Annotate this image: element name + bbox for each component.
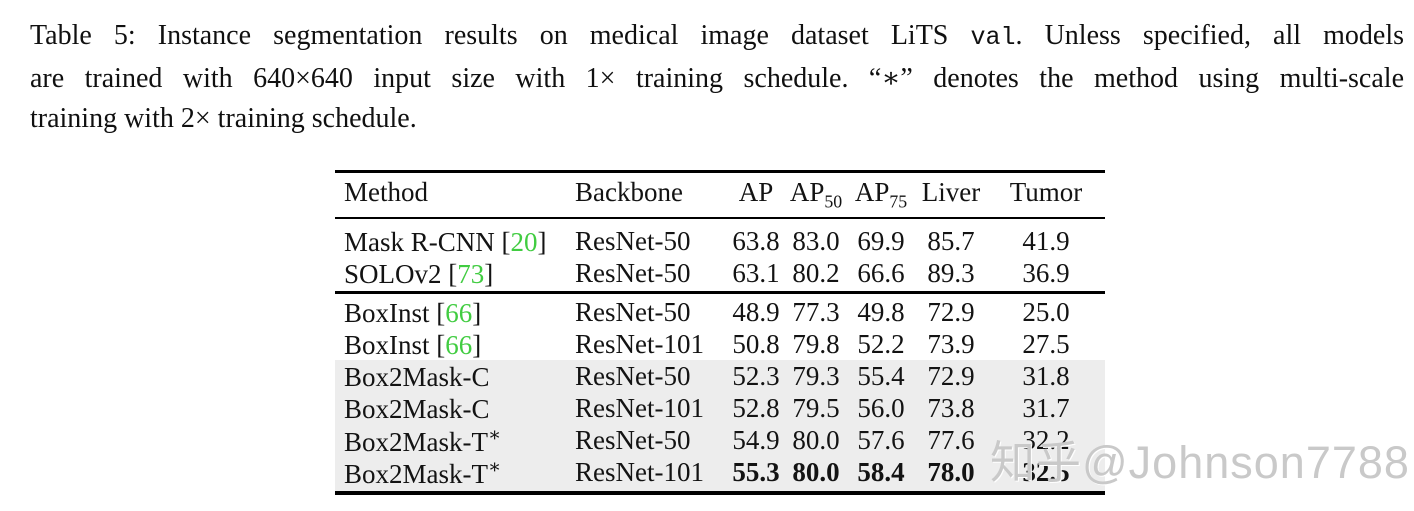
caption-code-val: val — [970, 23, 1016, 52]
cell-tumor: 27.5 — [1022, 328, 1070, 359]
cell-ap: 48.9 — [732, 296, 780, 327]
cell-ap75: 66.6 — [857, 257, 905, 288]
cell-ap50: 80.2 — [792, 257, 840, 288]
cell-ap50: 79.8 — [792, 328, 840, 359]
cell-ap: 54.9 — [732, 424, 780, 455]
cell-ap75: 55.4 — [857, 360, 905, 391]
cell-ap50: 77.3 — [792, 296, 840, 327]
cell-backbone: ResNet-50 — [575, 225, 691, 256]
cell-tumor: 25.0 — [1022, 296, 1070, 327]
caption-line-3: training with 2× training schedule. — [30, 103, 417, 134]
table-group-rule — [335, 291, 1105, 294]
col-header-ap: AP — [738, 177, 774, 208]
cell-backbone: ResNet-101 — [575, 456, 704, 487]
table-caption: Table 5: Instance segmentation results o… — [30, 16, 1404, 140]
cell-ap50: 83.0 — [792, 225, 840, 256]
cell-backbone: ResNet-50 — [575, 296, 691, 327]
col-header-ap50: AP50 — [789, 177, 843, 212]
cell-liver: 77.6 — [927, 424, 975, 455]
cell-tumor: 36.9 — [1022, 257, 1070, 288]
table-row-solov2: SOLOv2 [73] ResNet-50 63.1 80.2 66.6 89.… — [335, 257, 1105, 289]
caption-line-1: Table 5: Instance segmentation results o… — [30, 16, 1404, 59]
cell-backbone: ResNet-50 — [575, 360, 691, 391]
cell-ap: 63.8 — [732, 225, 780, 256]
cell-backbone: ResNet-101 — [575, 328, 704, 359]
cell-ap: 50.8 — [732, 328, 780, 359]
cell-ap50: 80.0 — [792, 456, 840, 487]
table-header-rule — [335, 217, 1105, 219]
cell-liver: 72.9 — [927, 360, 975, 391]
results-table: Method Backbone AP AP50 AP75 Liver Tumor… — [335, 170, 1105, 495]
citation-link[interactable]: 73 — [457, 258, 485, 289]
caption-line-2: are trained with 640×640 input size with… — [30, 62, 1404, 94]
cell-ap75: 52.2 — [857, 328, 905, 359]
cell-backbone: ResNet-50 — [575, 424, 691, 455]
cell-method: Box2Mask-C — [344, 361, 490, 392]
cell-method: Box2Mask-T∗ — [344, 424, 502, 457]
cell-liver: 85.7 — [927, 225, 975, 256]
table-row-mask-rcnn: Mask R-CNN [20] ResNet-50 63.8 83.0 69.9… — [335, 225, 1105, 257]
cell-method: Box2Mask-C — [344, 393, 490, 424]
table-row-box2mask-c-r50: Box2Mask-C ResNet-50 52.3 79.3 55.4 72.9… — [335, 360, 1105, 392]
cell-ap: 52.8 — [732, 392, 780, 423]
col-header-tumor: Tumor — [1009, 177, 1083, 208]
table-header-row: Method Backbone AP AP50 AP75 Liver Tumor — [335, 173, 1105, 217]
cell-liver: 73.9 — [927, 328, 975, 359]
table-row-box2mask-c-r101: Box2Mask-C ResNet-101 52.8 79.5 56.0 73.… — [335, 392, 1105, 424]
cell-tumor: 31.8 — [1022, 360, 1070, 391]
multiscale-asterisk: ∗ — [488, 424, 502, 446]
cell-method: Mask R-CNN [20] — [344, 226, 547, 257]
table-bottom-rule — [335, 491, 1105, 495]
cell-method: Box2Mask-T∗ — [344, 456, 502, 489]
col-header-ap75: AP75 — [854, 177, 908, 212]
multiscale-asterisk: ∗ — [488, 456, 502, 478]
cell-tumor: 41.9 — [1022, 225, 1070, 256]
cell-tumor: 32.2 — [1022, 424, 1070, 455]
citation-link[interactable]: 66 — [445, 297, 473, 328]
cell-ap: 63.1 — [732, 257, 780, 288]
col-header-backbone: Backbone — [575, 177, 683, 208]
cell-ap50: 79.5 — [792, 392, 840, 423]
cell-ap75: 69.9 — [857, 225, 905, 256]
cell-method: SOLOv2 [73] — [344, 258, 494, 289]
table-row-box2mask-t-r50: Box2Mask-T∗ ResNet-50 54.9 80.0 57.6 77.… — [335, 424, 1105, 457]
caption-text: . Unless specified, all models — [1015, 20, 1405, 51]
cell-ap75: 57.6 — [857, 424, 905, 455]
cell-method: BoxInst [66] — [344, 297, 482, 328]
cell-liver: 89.3 — [927, 257, 975, 288]
cell-liver: 78.0 — [927, 456, 975, 487]
cell-tumor: 32.5 — [1022, 456, 1070, 487]
table-row-boxinst-r50: BoxInst [66] ResNet-50 48.9 77.3 49.8 72… — [335, 296, 1105, 328]
cell-tumor: 31.7 — [1022, 392, 1070, 423]
col-header-liver: Liver — [921, 177, 981, 208]
cell-backbone: ResNet-101 — [575, 392, 704, 423]
table-row-boxinst-r101: BoxInst [66] ResNet-101 50.8 79.8 52.2 7… — [335, 328, 1105, 360]
citation-link[interactable]: 66 — [445, 329, 473, 360]
cell-backbone: ResNet-50 — [575, 257, 691, 288]
cell-ap50: 80.0 — [792, 424, 840, 455]
cell-ap75: 49.8 — [857, 296, 905, 327]
cell-ap75: 58.4 — [857, 456, 905, 487]
cell-liver: 72.9 — [927, 296, 975, 327]
table-top-rule — [335, 170, 1105, 173]
cell-liver: 73.8 — [927, 392, 975, 423]
cell-method: BoxInst [66] — [344, 329, 482, 360]
cell-ap75: 56.0 — [857, 392, 905, 423]
citation-link[interactable]: 20 — [510, 226, 538, 257]
cell-ap: 55.3 — [732, 456, 780, 487]
highlighted-rows-block: Box2Mask-C ResNet-50 52.3 79.3 55.4 72.9… — [335, 360, 1105, 491]
caption-text: Table 5: Instance segmentation results o… — [30, 20, 971, 51]
cell-ap: 52.3 — [732, 360, 780, 391]
col-header-method: Method — [344, 177, 428, 208]
cell-ap50: 79.3 — [792, 360, 840, 391]
table-row-box2mask-t-r101: Box2Mask-T∗ ResNet-101 55.3 80.0 58.4 78… — [335, 456, 1105, 489]
